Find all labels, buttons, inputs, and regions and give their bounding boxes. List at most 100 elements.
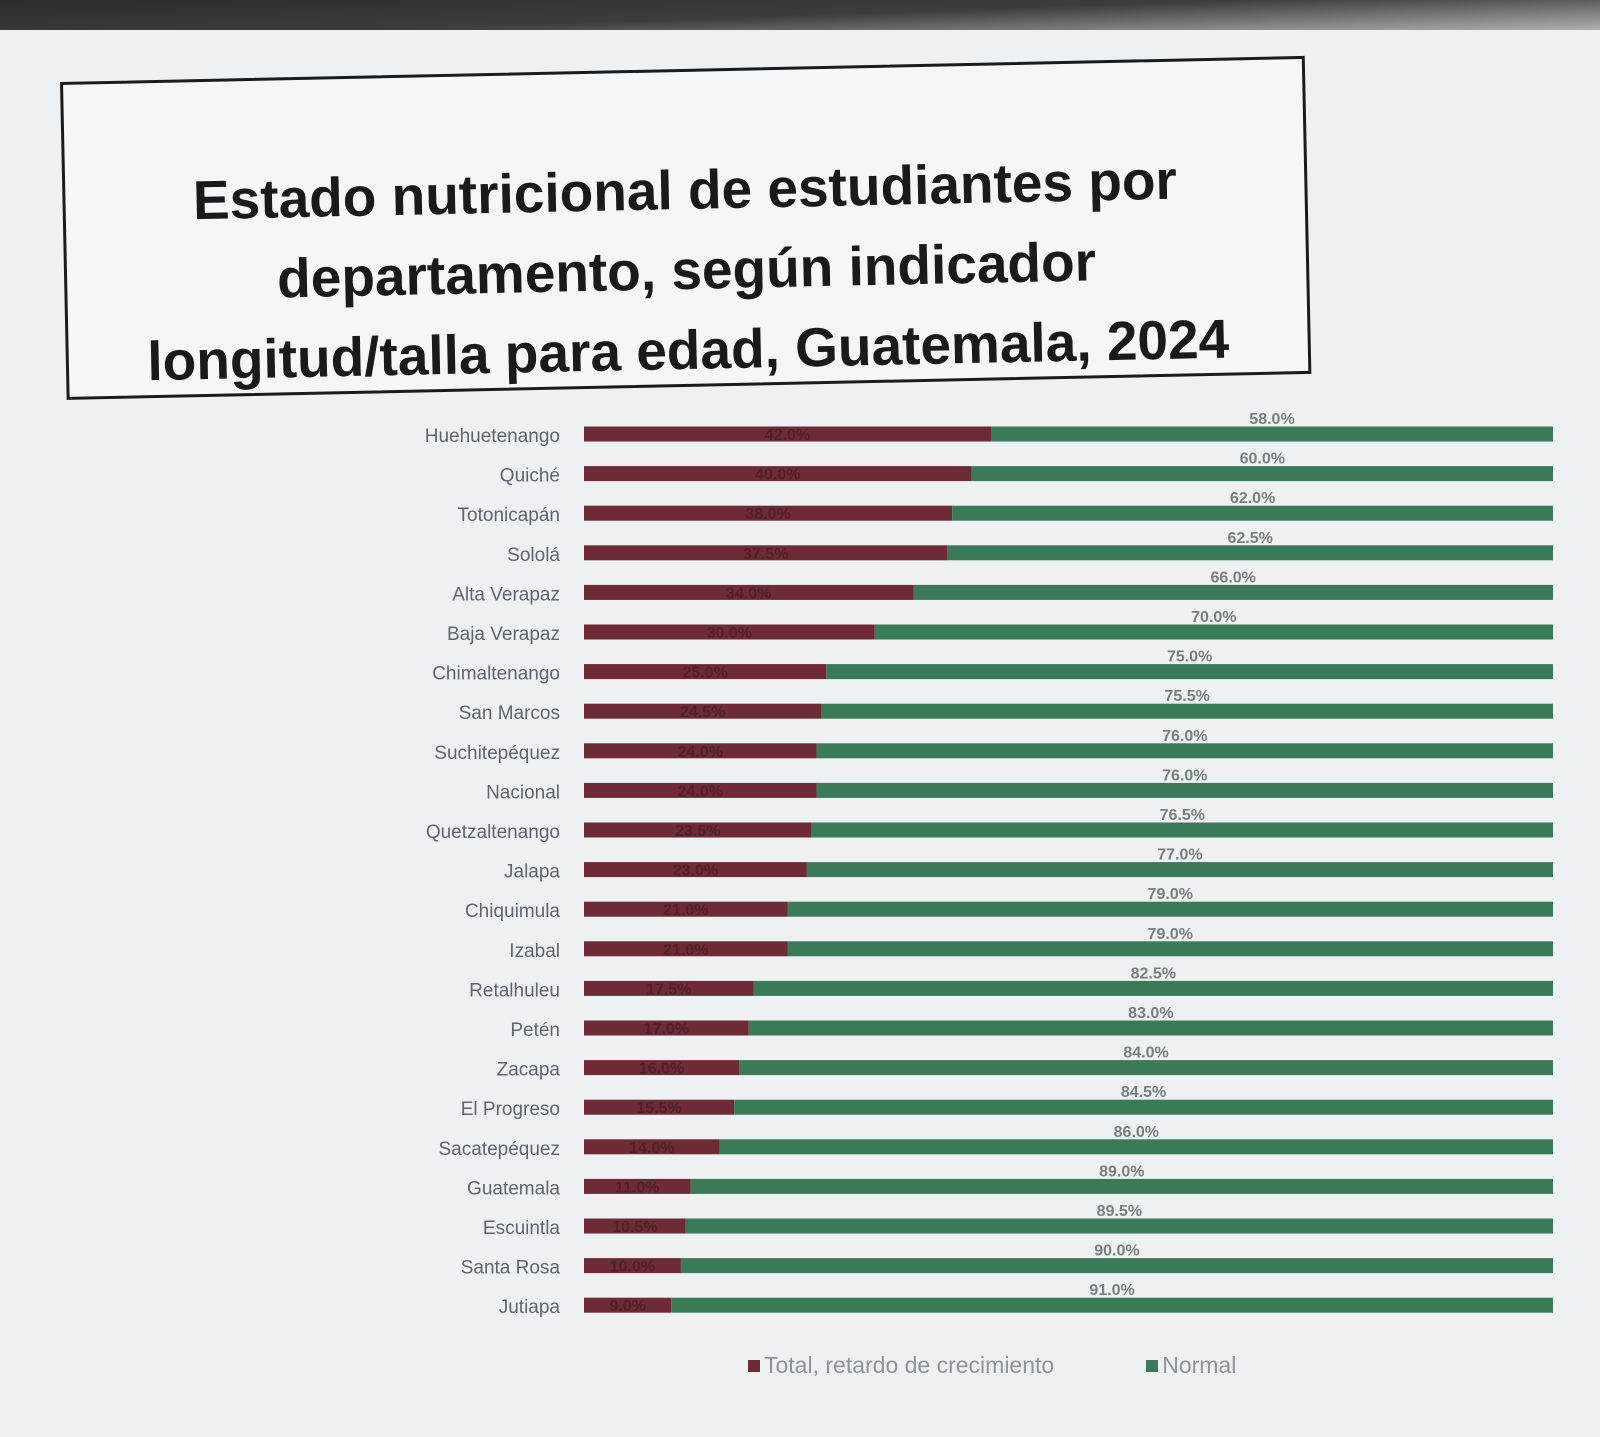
data-label-normal: 76.5% [1160,807,1205,824]
bar-retardo [584,1139,720,1155]
data-label-retardo: 34.0% [726,585,771,602]
category-label: Guatemala [467,1178,560,1199]
data-label-retardo: 30.0% [707,625,752,642]
bar-normal [719,1139,1553,1155]
data-label-normal: 70.0% [1191,609,1236,626]
category-label: Escuintla [483,1218,561,1239]
bar-retardo [584,743,817,759]
data-label-normal: 79.0% [1148,926,1193,943]
bar-retardo [584,782,817,798]
data-label-retardo: 10.0% [610,1259,655,1276]
bar-normal [748,1020,1553,1036]
category-label: Jutiapa [499,1297,561,1318]
data-label-normal: 62.5% [1228,530,1273,547]
category-label: Alta Verapaz [452,584,560,605]
bar-normal [671,1297,1553,1313]
legend-label-normal: Normal [1162,1352,1237,1378]
category-label: Nacional [486,782,560,803]
data-label-normal: 84.0% [1123,1045,1168,1062]
data-label-normal: 90.0% [1094,1243,1139,1260]
category-label: Zacapa [497,1060,561,1081]
bar-normal [685,1218,1553,1234]
legend-swatch-retardo [748,1359,760,1372]
legend-item-normal: Normal [1146,1352,1236,1379]
data-label-retardo: 25.0% [682,665,727,682]
data-label-retardo: 40.0% [755,467,800,484]
category-label: Totonicapán [458,505,560,526]
bar-retardo [584,664,827,680]
bar-normal [952,505,1553,521]
bar-normal [816,743,1553,759]
data-label-normal: 79.0% [1148,886,1193,903]
bar-retardo [584,466,972,482]
bar-normal [826,664,1553,680]
data-label-normal: 89.5% [1097,1203,1142,1220]
data-label-retardo: 24.0% [678,783,723,800]
data-label-normal: 76.0% [1162,728,1207,745]
data-label-retardo: 37.5% [743,546,788,563]
bar-normal [947,545,1553,561]
bar-normal [990,426,1553,442]
bar-normal [811,822,1553,838]
bar-normal [690,1178,1553,1194]
category-label: Suchitepéquez [434,743,560,764]
data-label-normal: 89.0% [1099,1163,1144,1180]
bar-retardo [584,1020,749,1036]
bar-retardo [584,1218,686,1234]
data-label-retardo: 16.0% [639,1061,684,1078]
category-label: Chimaltenango [432,664,560,685]
bar-normal [787,941,1553,957]
data-label-retardo: 10.5% [612,1219,657,1236]
bar-retardo [584,822,812,838]
category-label: Petén [510,1020,560,1041]
data-label-normal: 86.0% [1114,1124,1159,1141]
data-label-normal: 77.0% [1157,847,1202,864]
bar-normal [806,862,1553,878]
bar-normal [816,782,1553,798]
chart-legend: Total, retardo de crecimiento Normal [748,1352,1236,1379]
bar-retardo [584,426,991,442]
category-label: Izabal [509,941,560,962]
data-label-retardo: 23.5% [675,823,720,840]
data-label-normal: 60.0% [1240,451,1285,468]
bar-retardo [584,941,788,957]
bar-normal [821,703,1553,719]
data-label-normal: 75.0% [1167,649,1212,666]
bar-normal [680,1258,1553,1274]
data-label-retardo: 23.0% [673,863,718,880]
category-label: San Marcos [459,703,560,724]
bar-retardo [584,624,875,640]
bar-normal [753,980,1553,996]
data-label-retardo: 11.0% [615,1179,659,1196]
data-label-normal: 75.5% [1165,688,1210,705]
bar-normal [971,466,1553,482]
bar-normal [739,1060,1553,1076]
category-label: Sacatepéquez [439,1139,561,1160]
bar-retardo [584,1060,740,1076]
legend-label-retardo: Total, retardo de crecimiento [764,1352,1055,1378]
data-label-retardo: 17.0% [644,1021,689,1038]
data-label-retardo: 24.5% [680,704,725,721]
category-label: Chiquimula [465,901,560,922]
category-label: Baja Verapaz [447,624,560,645]
data-label-normal: 82.5% [1131,965,1176,982]
category-label: Jalapa [504,862,560,883]
bar-normal [734,1099,1553,1115]
legend-swatch-normal [1146,1359,1159,1372]
bar-retardo [584,703,822,719]
data-label-normal: 83.0% [1128,1005,1173,1022]
data-label-retardo: 24.0% [678,744,723,761]
bar-retardo [584,505,953,521]
data-label-retardo: 38.0% [745,506,790,523]
bar-retardo [584,545,948,561]
category-label: Retalhuleu [469,980,560,1001]
data-label-retardo: 21.0% [663,902,708,919]
data-label-normal: 84.5% [1121,1084,1166,1101]
category-label: Quetzaltenango [426,822,560,843]
data-label-normal: 91.0% [1089,1282,1134,1299]
bar-retardo [584,1258,681,1274]
bar-retardo [584,901,788,917]
bar-normal [874,624,1553,640]
data-label-normal: 76.0% [1162,767,1207,784]
